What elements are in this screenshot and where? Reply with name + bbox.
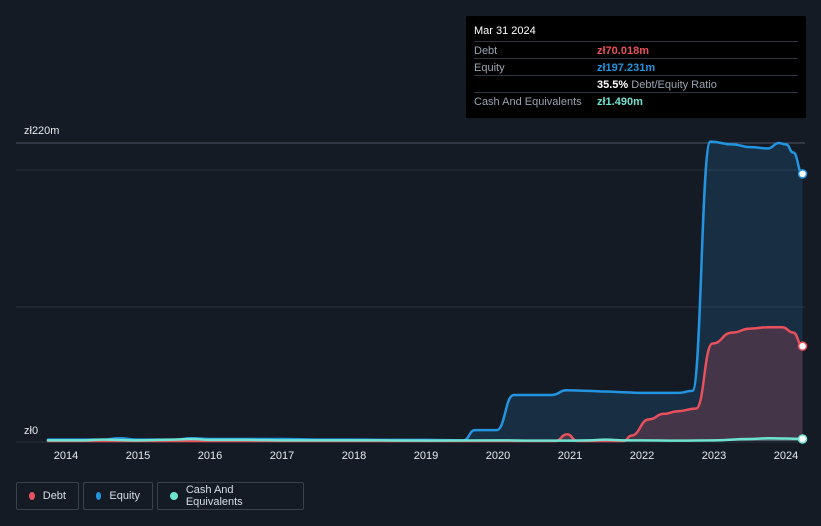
cash-and-equivalents-line bbox=[46, 437, 804, 442]
x-tick-label: 2023 bbox=[701, 450, 727, 462]
tooltip-row-ratio: 35.5% Debt/Equity Ratio bbox=[474, 75, 798, 93]
legend-debt-dot-icon bbox=[29, 492, 35, 500]
tooltip-ratio-value: 35.5% bbox=[597, 79, 629, 91]
y-tick-label-zero: zł0 bbox=[24, 425, 39, 437]
tooltip: Mar 31 2024 Debt zł70.018m Equity zł197.… bbox=[466, 16, 806, 118]
legend-equity-dot-icon bbox=[96, 492, 102, 500]
legend-item-equity[interactable]: Equity bbox=[83, 482, 153, 510]
tooltip-ratio: 35.5% Debt/Equity Ratio bbox=[597, 79, 717, 91]
legend-debt-label: Debt bbox=[42, 490, 66, 502]
x-tick-label: 2018 bbox=[341, 450, 367, 462]
tooltip-row-debt: Debt zł70.018m bbox=[474, 41, 798, 59]
tooltip-ratio-label: Debt/Equity Ratio bbox=[631, 79, 717, 91]
x-tick-label: 2021 bbox=[557, 450, 583, 462]
legend-cash-dot-icon bbox=[170, 492, 178, 500]
equity-end-marker[interactable] bbox=[797, 169, 808, 179]
x-tick-label: 2017 bbox=[269, 450, 295, 462]
x-tick-label: 2024 bbox=[773, 450, 799, 462]
x-tick-label: 2020 bbox=[485, 450, 511, 462]
tooltip-date: Mar 31 2024 bbox=[474, 25, 536, 37]
x-tick-label: 2019 bbox=[413, 450, 439, 462]
tooltip-cash-label: Cash And Equivalents bbox=[474, 96, 582, 108]
legend-equity-label: Equity bbox=[109, 490, 140, 502]
tooltip-debt-label: Debt bbox=[474, 45, 498, 57]
x-tick-label: 2016 bbox=[197, 450, 223, 462]
tooltip-equity-value: zł197.231m bbox=[597, 62, 656, 74]
cash-and-equivalents-end-marker[interactable] bbox=[797, 434, 808, 444]
legend-item-cash[interactable]: Cash And Equivalents bbox=[157, 482, 304, 510]
x-tick-label: 2022 bbox=[629, 450, 655, 462]
debt-end-marker[interactable] bbox=[797, 341, 808, 351]
equity-area bbox=[48, 141, 803, 441]
y-tick-label-max: zł220m bbox=[24, 125, 60, 137]
tooltip-cash-value: zł1.490m bbox=[597, 96, 643, 108]
legend-item-debt[interactable]: Debt bbox=[16, 482, 79, 510]
legend-cash-label: Cash And Equivalents bbox=[185, 484, 243, 508]
tooltip-debt-value: zł70.018m bbox=[597, 45, 649, 57]
x-tick-label: 2014 bbox=[53, 450, 79, 462]
x-tick-label: 2015 bbox=[125, 450, 151, 462]
tooltip-row-cash: Cash And Equivalents zł1.490m bbox=[474, 92, 798, 110]
tooltip-row-equity: Equity zł197.231m bbox=[474, 58, 798, 76]
tooltip-equity-label: Equity bbox=[474, 62, 505, 74]
debt-area bbox=[48, 327, 803, 441]
